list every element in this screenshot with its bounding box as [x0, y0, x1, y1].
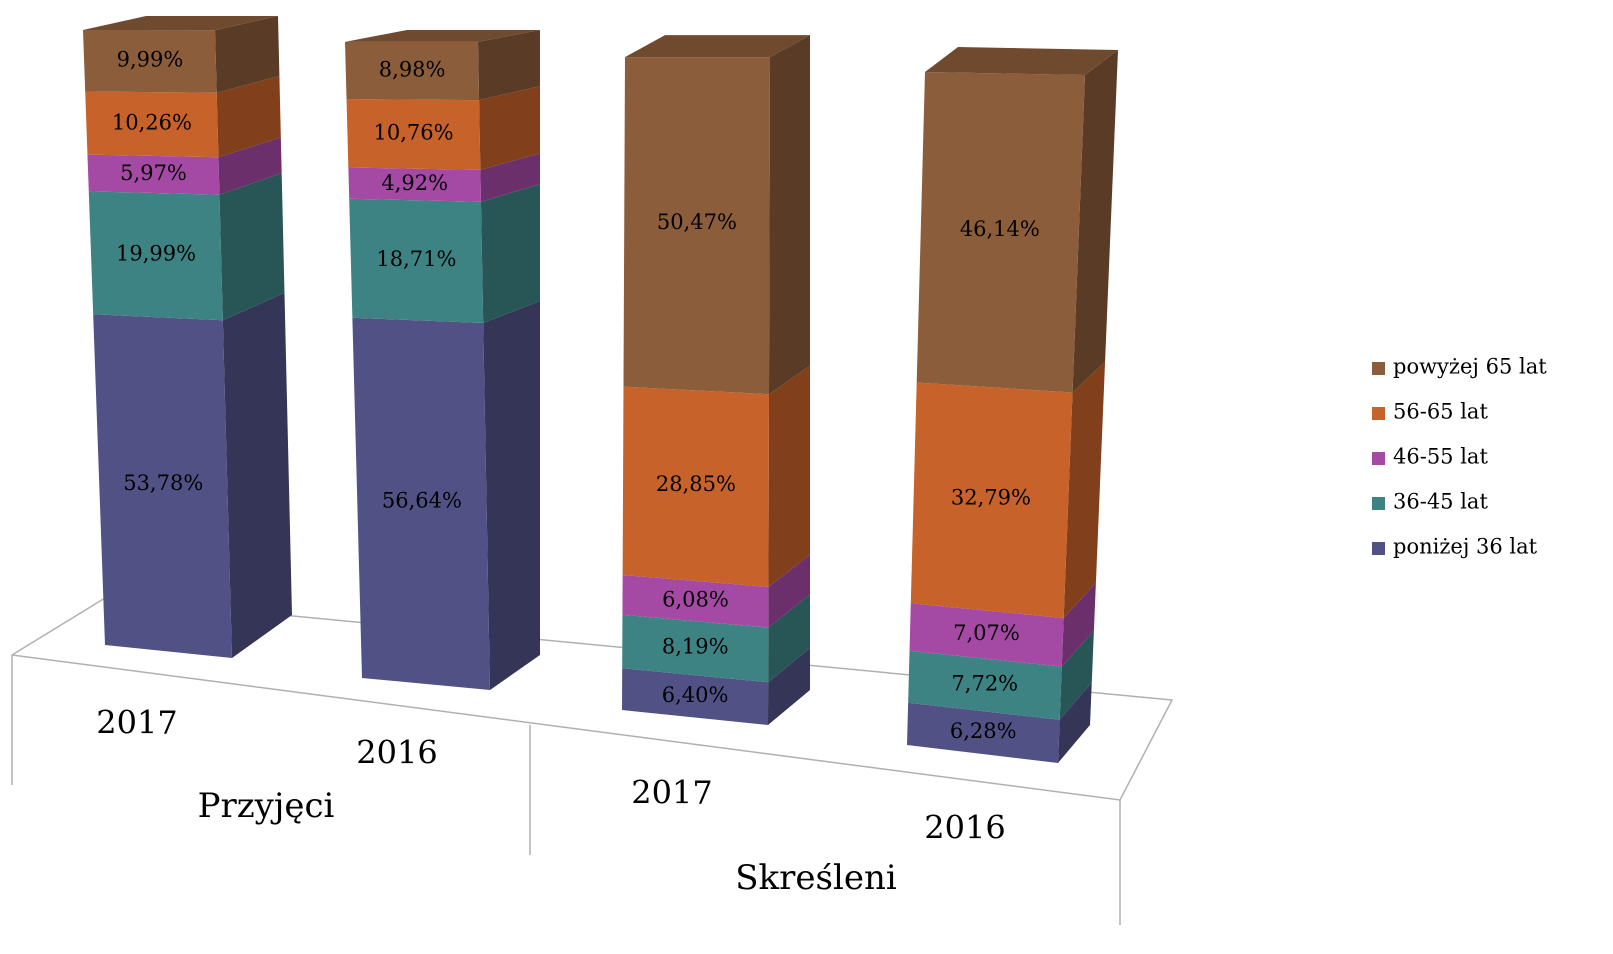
bar-side [479, 86, 540, 170]
bar-side [483, 301, 540, 690]
bar-top [624, 35, 810, 58]
bar-side [768, 554, 810, 628]
legend-label: 56-65 lat [1393, 400, 1488, 424]
data-label: 6,28% [950, 719, 1017, 743]
data-label: 6,08% [662, 588, 729, 612]
data-label: 6,40% [662, 683, 729, 707]
bar-top [344, 29, 540, 42]
bar-side [477, 29, 540, 101]
bar-side [1059, 630, 1094, 720]
bar-top [925, 47, 1118, 75]
bar-top [83, 16, 279, 31]
bar [85, 91, 219, 158]
x-tick-label: 2017 [96, 704, 177, 742]
bar-side [1058, 682, 1092, 763]
legend-label: powyżej 65 lat [1393, 355, 1547, 379]
data-label: 46,14% [960, 217, 1040, 241]
data-label: 4,92% [381, 171, 448, 195]
bar [88, 191, 223, 321]
x-tick-label: 2016 [356, 734, 437, 772]
legend-swatch [1372, 362, 1385, 375]
data-label: 18,71% [376, 247, 456, 271]
bar-side [768, 35, 810, 395]
legend-label: poniżej 36 lat [1393, 535, 1538, 559]
bar [622, 668, 769, 725]
bar-side [219, 173, 285, 321]
bar [622, 614, 769, 683]
data-label: 53,78% [123, 471, 203, 495]
bar-side [480, 153, 540, 202]
bar [910, 382, 1073, 619]
legend-label: 36-45 lat [1393, 490, 1488, 514]
data-label: 28,85% [656, 472, 736, 496]
bar [344, 41, 480, 101]
bar [916, 72, 1085, 393]
legend-swatch [1372, 452, 1385, 465]
data-label: 32,79% [951, 486, 1031, 510]
data-label: 5,97% [120, 161, 187, 185]
data-label: 7,72% [951, 671, 1018, 695]
data-label: 50,47% [657, 210, 737, 234]
data-label: 8,19% [662, 635, 729, 659]
data-label: 9,99% [117, 48, 184, 72]
data-label: 7,07% [953, 621, 1020, 645]
x-tick-label: 2016 [924, 809, 1005, 847]
bar [622, 386, 769, 587]
bar-side [218, 137, 282, 195]
bar-side [768, 365, 810, 587]
bar [908, 650, 1062, 720]
bar-side [1063, 361, 1106, 619]
bar-side [1061, 582, 1096, 667]
bar-side [768, 594, 810, 683]
bar-side [215, 16, 280, 93]
bar [93, 314, 233, 658]
x-tick-label: 2017 [631, 774, 712, 812]
bar [909, 603, 1064, 667]
bar [352, 317, 490, 690]
bar-side [1072, 50, 1118, 393]
bar [83, 30, 217, 93]
bar-side [480, 184, 540, 323]
bar [907, 702, 1060, 763]
legend-swatch [1372, 407, 1385, 420]
legend-swatch [1372, 497, 1385, 510]
bar-side [222, 292, 292, 658]
legend-swatch [1372, 542, 1385, 555]
bar [346, 99, 481, 170]
bar-side [768, 648, 810, 725]
group-label: Skreśleni [735, 858, 897, 898]
bar [349, 198, 484, 323]
bar [622, 575, 769, 628]
bar-side [216, 75, 281, 158]
data-label: 8,98% [379, 57, 446, 81]
bar [623, 57, 770, 395]
bar [348, 167, 481, 202]
data-label: 19,99% [116, 242, 196, 266]
bar [87, 154, 220, 195]
group-label: Przyjęci [198, 786, 335, 826]
data-label: 10,26% [112, 111, 192, 135]
legend-label: 46-55 lat [1393, 445, 1488, 469]
data-label: 56,64% [382, 489, 462, 513]
data-label: 10,76% [374, 121, 454, 145]
